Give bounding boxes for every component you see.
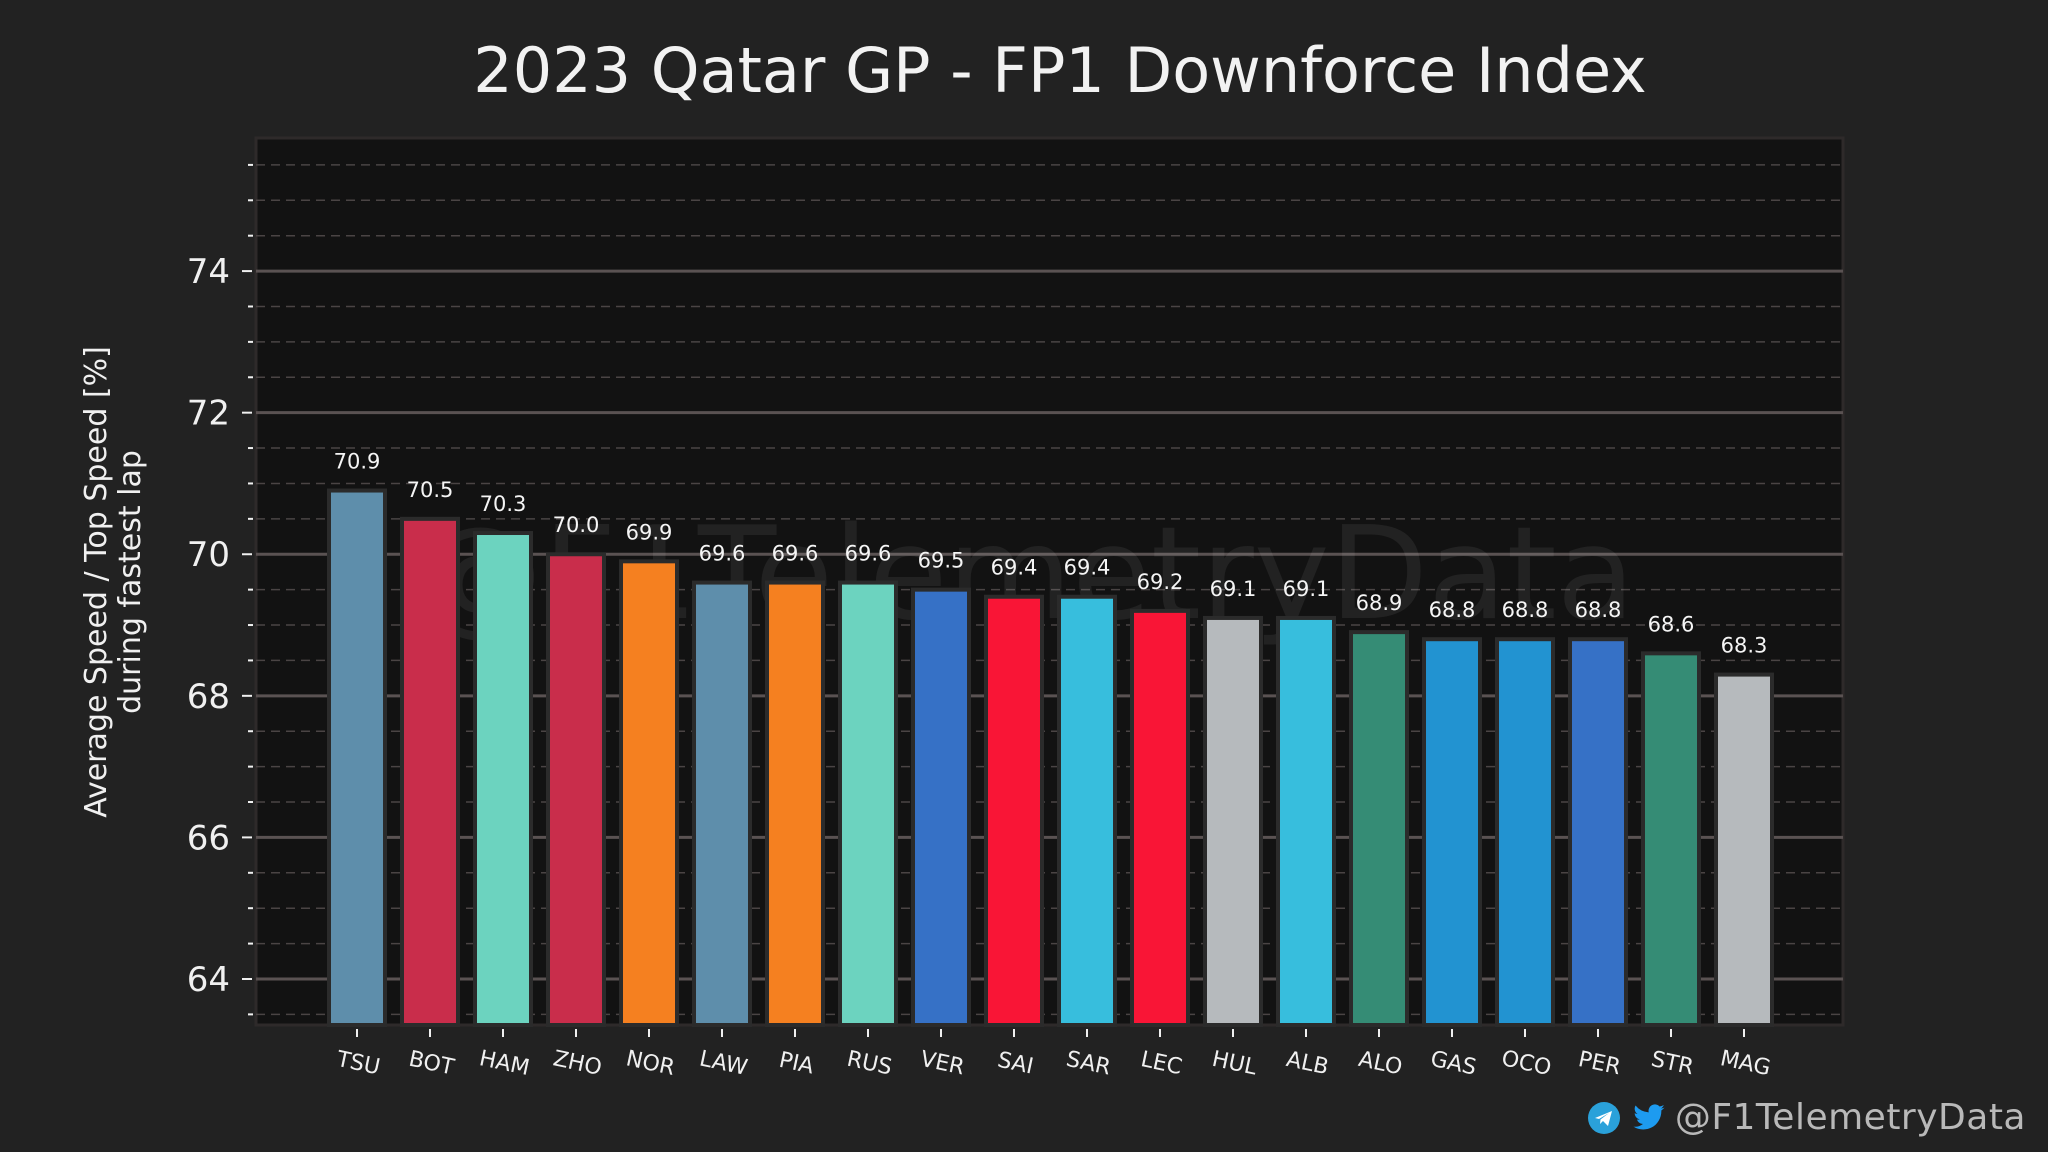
bar-bot [400, 516, 460, 1027]
twitter-icon[interactable] [1631, 1101, 1665, 1135]
data-labels: 70.9 70.5 70.3 70.0 69.9 69.6 69.6 69.6 69.5 69.4… [334, 450, 1768, 658]
bar-ham [473, 531, 533, 1027]
y-axis: 64 66 68 70 72 74 [187, 163, 253, 1016]
data-label: 69.2 [1137, 570, 1184, 594]
bars [327, 488, 1774, 1027]
x-tick-label: TSU [333, 1047, 382, 1081]
data-label: 69.6 [699, 542, 746, 566]
telegram-icon[interactable] [1587, 1101, 1621, 1135]
y-axis-label: Average Speed / Top Speed [%] during fas… [79, 346, 148, 818]
bar-sar [1057, 594, 1117, 1027]
bar-zho [546, 552, 606, 1027]
data-label: 68.6 [1648, 612, 1695, 636]
data-label: 68.8 [1429, 598, 1476, 622]
y-tick-label: 66 [187, 818, 230, 858]
bar-mag [1714, 672, 1774, 1027]
data-label: 70.3 [480, 492, 527, 516]
x-tick-label: LAW [697, 1046, 750, 1081]
x-tick-label: RUS [845, 1047, 895, 1081]
bar-sai [984, 594, 1044, 1027]
data-label: 70.0 [553, 513, 600, 537]
bar-ver [911, 587, 971, 1027]
x-tick-label: MAG [1718, 1046, 1773, 1081]
y-tick-label: 64 [187, 960, 230, 1000]
bar-oco [1495, 637, 1555, 1027]
y-tick-label: 68 [187, 677, 230, 717]
data-label: 68.3 [1721, 634, 1768, 658]
chart-title: 2023 Qatar GP - FP1 Downforce Index [473, 34, 1646, 107]
bar-alb [1276, 615, 1336, 1027]
y-tick-label: 74 [187, 252, 230, 292]
x-tick-label: ZHO [551, 1046, 604, 1081]
bar-hul [1203, 615, 1263, 1027]
x-tick-label: BOT [407, 1047, 457, 1081]
y-tick-label: 72 [187, 394, 230, 434]
bar-gas [1422, 637, 1482, 1027]
data-label: 69.4 [1064, 556, 1111, 580]
x-tick-label: PER [1576, 1047, 1623, 1080]
bar-lec [1130, 608, 1190, 1027]
footer-attribution: @F1TelemetryData [1587, 1097, 2026, 1138]
x-tick-label: VER [918, 1047, 966, 1081]
data-label: 68.9 [1356, 591, 1403, 615]
x-axis: TSU BOT HAM ZHO NOR LAW PIA RUS VER SAI SAR LEC HUL A… [333, 1029, 1773, 1081]
x-tick-label: ALB [1284, 1047, 1331, 1080]
y-axis-label-line-2: during fastest lap [113, 450, 148, 714]
footer-handle: @F1TelemetryData [1674, 1097, 2026, 1138]
bar-pia [765, 580, 825, 1027]
x-tick-label: ALO [1356, 1047, 1404, 1081]
data-label: 69.9 [626, 520, 673, 544]
bar-tsu [327, 488, 387, 1027]
bar-nor [619, 559, 679, 1027]
x-tick-label: STR [1649, 1047, 1696, 1080]
x-tick-label: HUL [1210, 1047, 1260, 1081]
data-label: 68.8 [1502, 598, 1549, 622]
x-tick-label: NOR [624, 1046, 677, 1081]
x-tick-label: OCO [1499, 1046, 1553, 1081]
x-tick-label: SAI [995, 1048, 1035, 1080]
data-label: 69.4 [991, 556, 1038, 580]
data-label: 70.9 [334, 450, 381, 474]
bar-per [1568, 637, 1628, 1027]
data-label: 69.1 [1210, 577, 1257, 601]
x-tick-label: SAR [1064, 1047, 1113, 1081]
bar-str [1641, 651, 1701, 1027]
data-label: 69.6 [772, 542, 819, 566]
x-tick-label: PIA [777, 1048, 816, 1080]
data-label: 69.6 [845, 542, 892, 566]
x-tick-label: GAS [1428, 1047, 1478, 1081]
bar-law [692, 580, 752, 1027]
data-label: 68.8 [1575, 598, 1622, 622]
y-tick-label: 70 [187, 535, 230, 575]
data-label: 69.1 [1283, 577, 1330, 601]
data-label: 69.5 [918, 549, 965, 573]
bar-alo [1349, 630, 1409, 1027]
x-tick-label: HAM [477, 1046, 532, 1081]
y-axis-label-line-1: Average Speed / Top Speed [%] [79, 346, 114, 818]
x-tick-label: LEC [1138, 1047, 1184, 1080]
bar-rus [838, 580, 898, 1027]
data-label: 70.5 [407, 478, 454, 502]
